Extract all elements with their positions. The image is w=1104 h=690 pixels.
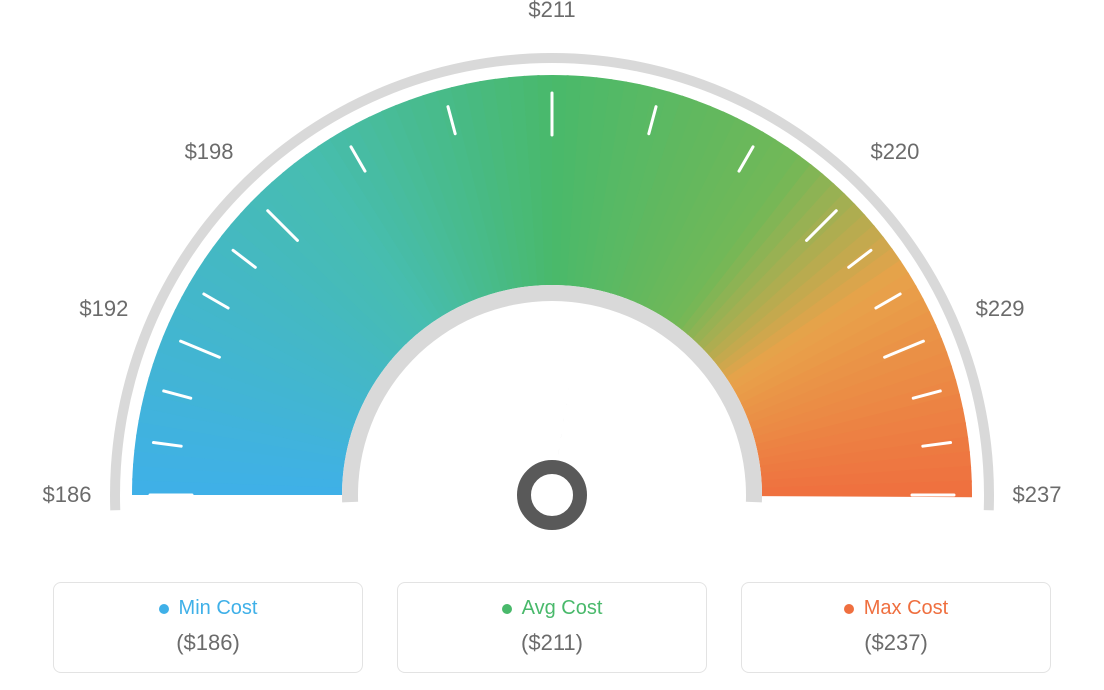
legend-title-avg: Avg Cost [502, 597, 603, 620]
gauge-tick-label: $198 [185, 139, 234, 165]
legend-row: Min Cost ($186) Avg Cost ($211) Max Cost… [0, 582, 1104, 673]
dot-icon [502, 604, 512, 614]
legend-title-text: Min Cost [179, 597, 258, 620]
dot-icon [159, 604, 169, 614]
legend-value-avg: ($211) [408, 630, 696, 656]
dot-icon [844, 604, 854, 614]
gauge-tick-label: $229 [976, 296, 1025, 322]
cost-gauge: $186 $192 $198 $211 $220 $229 $237 [0, 0, 1104, 560]
legend-title-max: Max Cost [844, 597, 948, 620]
legend-value-min: ($186) [64, 630, 352, 656]
legend-value-max: ($237) [752, 630, 1040, 656]
gauge-tick-label: $220 [870, 139, 919, 165]
legend-card-max: Max Cost ($237) [741, 582, 1051, 673]
gauge-tick-label: $192 [79, 296, 128, 322]
gauge-tick-label: $186 [43, 482, 92, 508]
legend-card-avg: Avg Cost ($211) [397, 582, 707, 673]
legend-title-min: Min Cost [159, 597, 258, 620]
legend-title-text: Max Cost [864, 597, 948, 620]
gauge-svg [0, 0, 1104, 560]
gauge-tick-label: $211 [528, 0, 575, 23]
gauge-tick-label: $237 [1013, 482, 1062, 508]
legend-title-text: Avg Cost [522, 597, 603, 620]
legend-card-min: Min Cost ($186) [53, 582, 363, 673]
